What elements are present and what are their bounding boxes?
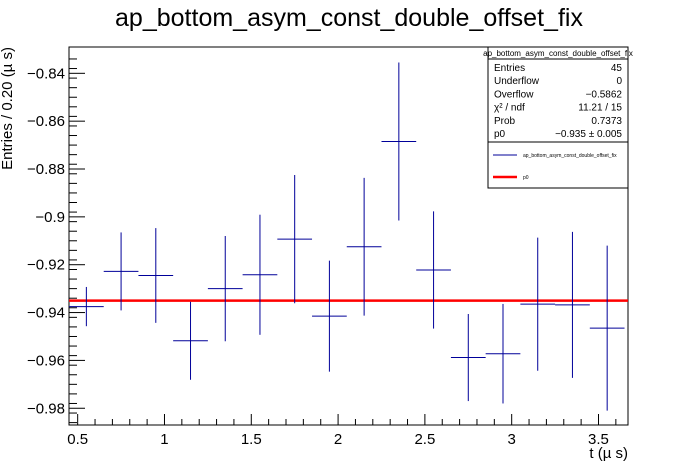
legend: ap_bottom_asym_const_double_offset_fix p0 [493,153,617,181]
stats-row-value: 0 [616,76,622,87]
stats-row-label: Overflow [494,89,534,100]
data-point [312,260,347,372]
data-point [103,232,139,311]
stats-row-label: Underflow [494,76,540,87]
data-point [416,211,451,329]
y-axis-label: Entries / 0.20 (µ s) [0,47,16,170]
data-point [277,174,313,304]
stats-row-label: p0 [494,129,506,140]
y-axis: −0.98 −0.96 −0.94 −0.92 −0.9 −0.88 −0.86 −0.84 [27,58,85,424]
y-tick-label: −0.84 [27,65,65,82]
stats-box: ap_bottom_asym_const_double_offset_fix E… [483,46,633,189]
y-tick-label: −0.94 [27,305,65,322]
data-points-layer [69,62,625,411]
x-tick-label: 3 [508,431,516,448]
y-tick-label: −0.96 [27,352,65,369]
x-axis-label: t (µ s) [589,445,628,462]
y-tick-label: −0.9 [35,209,65,226]
data-point [555,231,590,378]
data-point [589,245,625,411]
data-point [520,237,556,371]
stats-row-value: 45 [611,63,623,74]
data-point [485,303,521,404]
stats-row-label: Prob [494,116,516,127]
stats-row-label: Entries [494,63,525,74]
data-point [138,228,174,323]
data-point [69,286,104,327]
x-tick-label: 2 [334,431,342,448]
chart-title: ap_bottom_asym_const_double_offset_fix [115,4,583,32]
data-point [346,177,382,316]
y-tick-label: −0.86 [27,113,65,130]
stats-row-value: 0.7373 [591,116,622,127]
x-tick-label: 1.5 [241,431,262,448]
y-tick-label: −0.98 [27,400,65,417]
legend-label: p0 [523,175,529,181]
x-tick-label: 3.5 [588,431,609,448]
y-tick-label: −0.92 [27,257,65,274]
x-tick-label: 2.5 [414,431,435,448]
stats-row-label: χ² / ndf [494,103,525,114]
x-tick-label: 1 [160,431,168,448]
x-tick-label: 0.5 [67,431,88,448]
data-point [381,62,417,221]
legend-label: ap_bottom_asym_const_double_offset_fix [523,153,617,159]
stats-row-value: 11.21 / 15 [578,103,622,114]
data-point [173,301,208,380]
plot-frame [68,46,629,426]
stats-box-title: ap_bottom_asym_const_double_offset_fix [483,49,633,58]
data-point [450,313,486,402]
x-axis: 0.5 1 1.5 2 2.5 3 3.5 [67,414,617,448]
data-point [242,214,278,335]
stats-row-value: −0.935 ± 0.005 [555,129,622,140]
y-tick-label: −0.88 [27,161,65,178]
data-point [207,236,243,342]
stats-row-value: −0.5862 [586,89,623,100]
